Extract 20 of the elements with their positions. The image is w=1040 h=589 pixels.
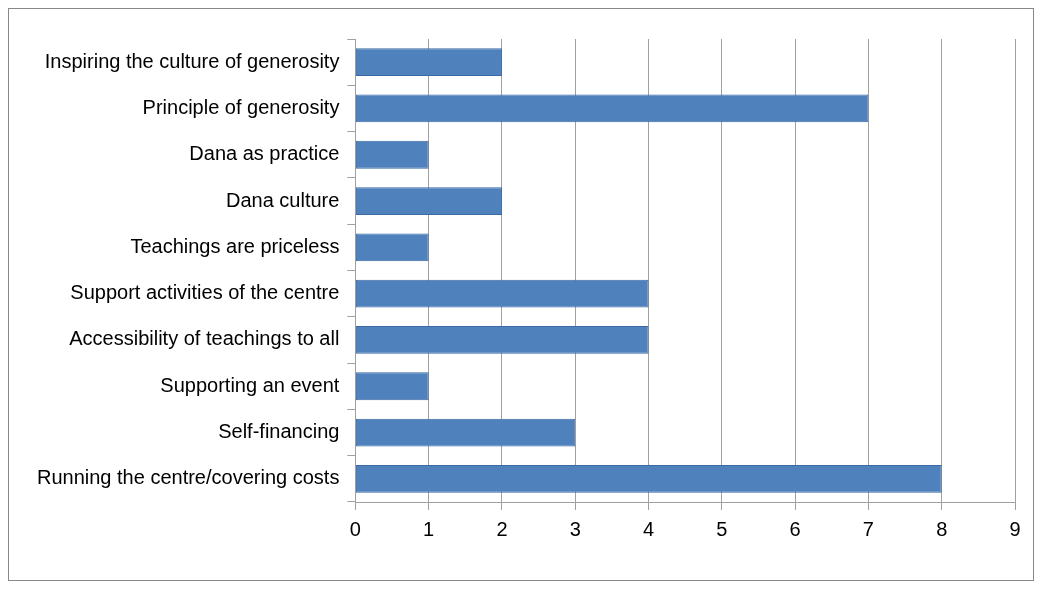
x-tick-label: 3 <box>569 517 581 540</box>
y-tick-label: Accessibility of teachings to all <box>69 327 340 350</box>
y-tick-label: Teachings are priceless <box>130 234 340 257</box>
x-tick-label: 2 <box>496 517 508 540</box>
y-tick-label: Principle of generosity <box>142 95 340 118</box>
y-tick-label: Support activities of the centre <box>70 281 340 304</box>
x-tick-label: 8 <box>936 517 948 540</box>
x-tick-label: 1 <box>423 517 435 540</box>
x-tick-label: 4 <box>642 517 655 540</box>
x-tick-label: 5 <box>716 517 728 540</box>
x-tick-label: 6 <box>789 517 801 540</box>
y-tick-label: Inspiring the culture of generosity <box>44 49 340 72</box>
x-tick-label: 0 <box>349 517 361 540</box>
y-tick-label: Dana as practice <box>189 142 340 165</box>
y-tick-label: Self-financing <box>218 420 340 443</box>
x-tick-label: 7 <box>862 517 874 540</box>
y-tick-label: Running the centre/covering costs <box>36 466 340 489</box>
y-tick-label: Supporting an event <box>160 373 340 396</box>
x-tick-label: 9 <box>1009 517 1021 540</box>
y-tick-label: Dana culture <box>225 188 340 211</box>
